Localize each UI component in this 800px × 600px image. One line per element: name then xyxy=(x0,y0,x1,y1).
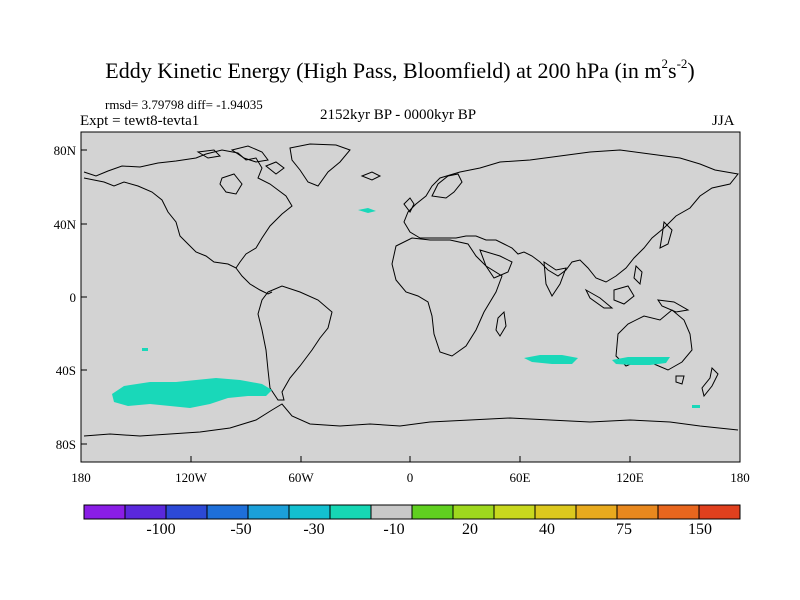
lon-label-120e: 120E xyxy=(616,470,644,485)
lat-label-80s: 80S xyxy=(56,437,76,452)
coast-arctic-islands xyxy=(230,145,269,163)
colorbar-swatch xyxy=(370,504,413,520)
cbar-label-150: 150 xyxy=(688,521,712,538)
cbar-label-neg50: -50 xyxy=(230,521,251,538)
coast-central-america xyxy=(235,267,273,295)
lon-label-60w: 60W xyxy=(288,470,314,485)
lat-labels: 80N 40N 0 40S 80S xyxy=(54,143,77,452)
lat-label-0: 0 xyxy=(70,290,77,305)
period-label: 2152kyr BP - 0000kyr BP xyxy=(320,107,477,123)
colorbar-swatch xyxy=(534,504,577,520)
colorbar-labels: -100 -50 -30 -10 20 40 75 150 xyxy=(146,521,712,538)
coast-scandinavia xyxy=(431,173,463,199)
cbar-label-40: 40 xyxy=(539,521,555,538)
colorbar-swatch xyxy=(657,504,700,520)
coast-iceland xyxy=(360,171,382,181)
lon-label-180w: 180 xyxy=(71,470,91,485)
coast-antarctica xyxy=(83,403,739,437)
coast-arabia xyxy=(479,249,513,279)
stats-text: rmsd= 3.79798 diff= -1.94035 xyxy=(105,97,263,112)
colorbar-swatch xyxy=(616,504,659,520)
colorbar-swatch xyxy=(247,504,290,520)
anomaly-patch-small-1 xyxy=(142,348,148,351)
anomaly-patch-australia xyxy=(612,357,670,365)
colorbar-swatch xyxy=(329,504,372,520)
coast-philippines xyxy=(633,264,643,286)
colorbar-swatch xyxy=(288,504,331,520)
lat-label-40n: 40N xyxy=(54,217,77,232)
anomaly-fills xyxy=(112,208,700,408)
experiment-label: Expt = tewt8-tevta1 xyxy=(80,113,200,129)
coast-hudson-bay xyxy=(219,173,243,195)
lat-label-80n: 80N xyxy=(54,143,77,158)
lon-label-180e: 180 xyxy=(730,470,750,485)
colorbar-swatch xyxy=(411,504,454,520)
anomaly-patch-south-pacific xyxy=(112,378,272,408)
cbar-label-75: 75 xyxy=(616,521,632,538)
cbar-label-neg100: -100 xyxy=(146,521,175,538)
colorbar-swatch xyxy=(83,504,126,520)
lat-label-40s: 40S xyxy=(56,363,76,378)
colorbar-swatch xyxy=(165,504,208,520)
cbar-label-20: 20 xyxy=(462,521,478,538)
coast-new-guinea xyxy=(656,299,690,313)
coast-greenland xyxy=(289,143,351,187)
coast-british-isles xyxy=(403,197,415,213)
coast-india xyxy=(543,261,567,297)
lon-axis xyxy=(80,456,741,462)
colorbar-swatch xyxy=(698,504,741,520)
coast-tasmania xyxy=(675,375,685,385)
coast-sumatra xyxy=(584,288,614,309)
colorbar-swatch xyxy=(493,504,536,520)
coast-south-america xyxy=(257,285,333,401)
coast-north-america xyxy=(83,149,293,269)
coastlines xyxy=(83,143,739,437)
colorbar-swatch xyxy=(452,504,495,520)
coast-eurasia xyxy=(403,149,739,283)
lon-label-60e: 60E xyxy=(510,470,531,485)
coast-africa xyxy=(391,237,503,357)
anomaly-patch-north-atlantic xyxy=(358,208,376,213)
lon-labels: 180 120W 60W 0 60E 120E 180 xyxy=(71,470,750,485)
cbar-label-neg30: -30 xyxy=(303,521,324,538)
coast-japan xyxy=(659,220,673,249)
lat-axis xyxy=(81,149,87,445)
season-label: JJA xyxy=(712,113,735,129)
colorbar-swatch xyxy=(575,504,618,520)
colorbar xyxy=(83,504,741,520)
plot-title: Eddy Kinetic Energy (High Pass, Bloomfie… xyxy=(105,55,695,83)
colorbar-swatch xyxy=(124,504,167,520)
anomaly-patch-indian-ocean xyxy=(524,355,578,364)
cbar-label-neg10: -10 xyxy=(383,521,404,538)
coast-new-zealand xyxy=(701,366,719,398)
lon-label-120w: 120W xyxy=(175,470,208,485)
anomaly-patch-small-2 xyxy=(692,405,700,408)
map-background xyxy=(81,132,740,462)
colorbar-swatch xyxy=(206,504,249,520)
lon-label-0: 0 xyxy=(407,470,414,485)
coast-madagascar xyxy=(495,310,507,337)
coast-borneo xyxy=(613,285,635,305)
